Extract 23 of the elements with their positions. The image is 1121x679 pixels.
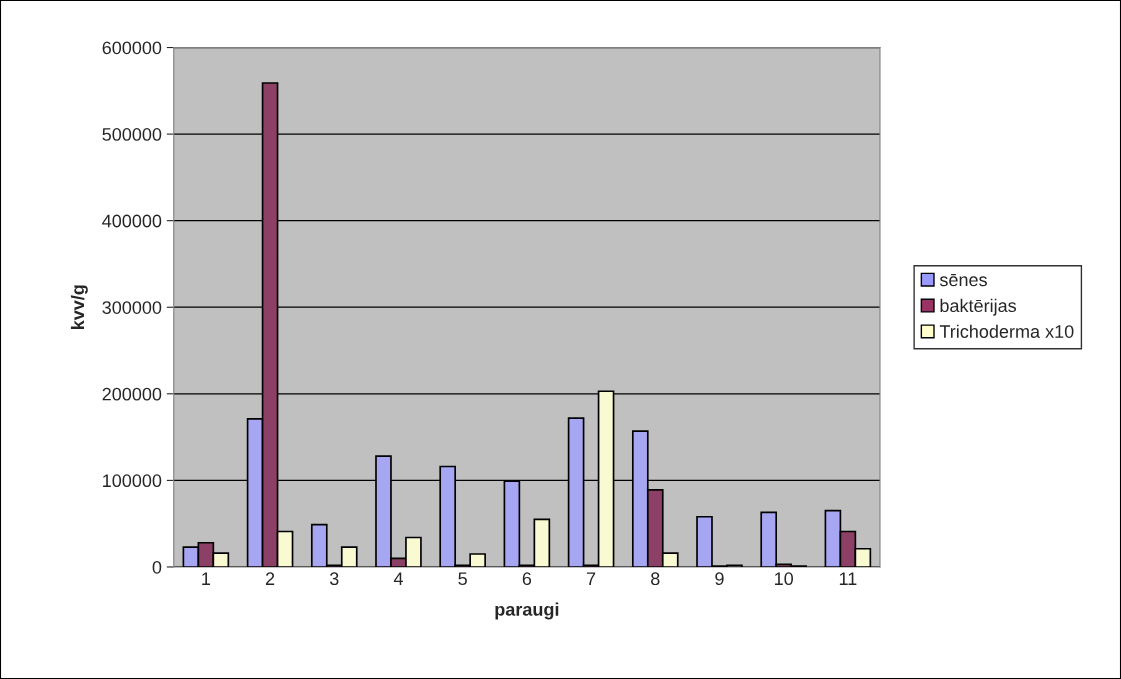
legend-label: sēnes: [939, 274, 987, 287]
x-tick-label: 7: [586, 572, 596, 585]
y-tick-label: 400000: [102, 214, 162, 228]
legend-label: Trichoderma x10: [939, 324, 1074, 338]
y-tick-label: 0: [152, 560, 162, 574]
legend-label: baktērijas: [940, 298, 1017, 316]
y-tick-label: 200000: [102, 387, 162, 401]
x-axis-title: paraugi: [495, 602, 559, 620]
y-tick-label: 500000: [102, 128, 162, 141]
x-tick-label: 8: [651, 572, 660, 586]
x-tick-label: 1: [202, 572, 210, 585]
x-tick-label: 3: [329, 572, 339, 586]
y-tick-label: 300000: [102, 301, 162, 314]
y-axis-title: kvv/g: [70, 285, 88, 330]
y-tick-label: 100000: [103, 474, 162, 488]
x-tick-label: 2: [265, 572, 275, 585]
y-tick-label: 600000: [102, 41, 162, 55]
x-tick-label: 11: [839, 572, 857, 585]
x-tick-label: 6: [522, 572, 532, 586]
x-tick-label: 9: [715, 572, 724, 586]
x-tick-label: 5: [458, 572, 467, 586]
x-tick-label: 10: [775, 572, 794, 586]
x-tick-label: 4: [393, 572, 403, 585]
